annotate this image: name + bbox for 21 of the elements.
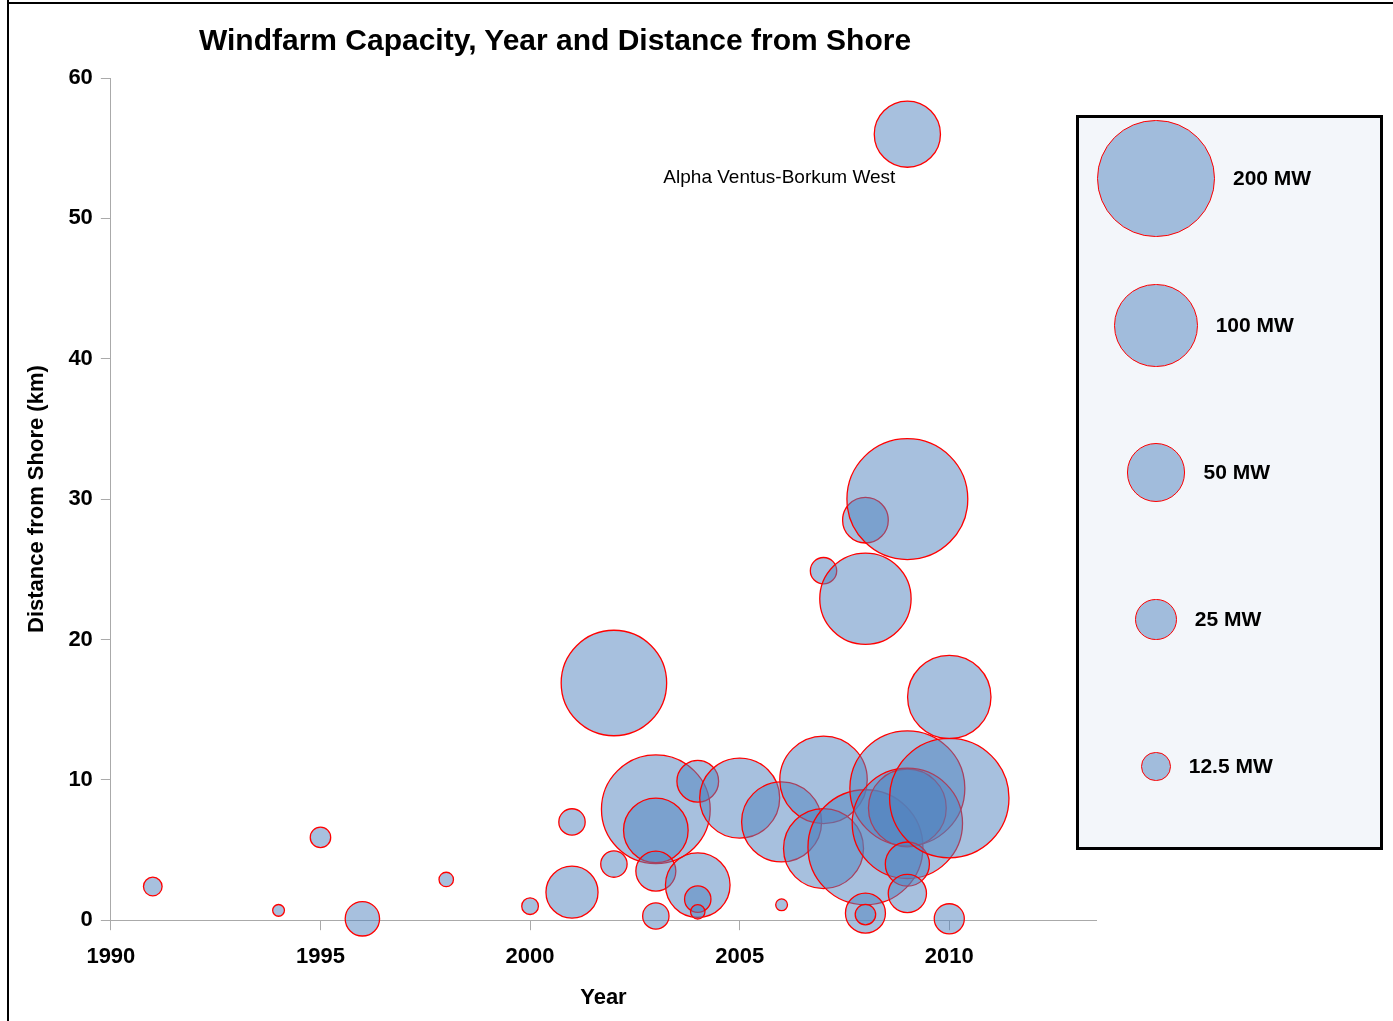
- legend-label: 100 MW: [1215, 312, 1294, 337]
- legend-label: 12.5 MW: [1188, 753, 1273, 778]
- y-tick-label: 20: [68, 625, 93, 651]
- x-tick-label: 1990: [86, 943, 136, 969]
- x-axis-title: Year: [580, 983, 628, 1009]
- x-tick-label: 2010: [924, 943, 974, 969]
- y-tick-label: 60: [68, 64, 93, 90]
- legend-label: 25 MW: [1194, 606, 1262, 631]
- y-tick-label: 50: [68, 204, 93, 230]
- legend-label: 200 MW: [1232, 165, 1312, 190]
- y-tick-label: 40: [68, 344, 93, 370]
- y-tick-label: 10: [68, 765, 93, 791]
- legend-label: 50 MW: [1203, 459, 1270, 484]
- annotation: Alpha Ventus-Borkum West: [663, 166, 897, 188]
- x-tick-label: 1995: [296, 943, 345, 969]
- x-tick-label: 2000: [505, 943, 555, 969]
- y-tick-label: 30: [68, 485, 93, 511]
- y-tick-label: 0: [80, 906, 93, 932]
- x-tick-label: 2005: [715, 943, 765, 969]
- chart-title: Windfarm Capacity, Year and Distance from Shore: [198, 23, 912, 57]
- y-axis-title: Distance from Shore (km): [23, 365, 49, 633]
